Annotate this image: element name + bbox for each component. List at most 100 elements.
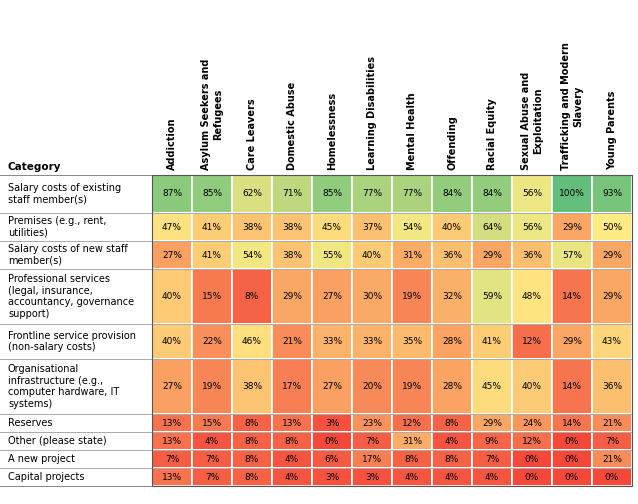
Text: 33%: 33% xyxy=(322,337,342,346)
Text: 21%: 21% xyxy=(602,455,622,464)
Text: Racial Equity: Racial Equity xyxy=(487,98,497,170)
Bar xyxy=(192,324,232,359)
Bar xyxy=(352,468,392,486)
Bar xyxy=(152,432,192,450)
Text: 54%: 54% xyxy=(242,250,262,260)
Text: 41%: 41% xyxy=(482,337,502,346)
Bar xyxy=(312,324,352,359)
Bar xyxy=(192,269,232,324)
Text: 8%: 8% xyxy=(245,418,259,427)
Text: 19%: 19% xyxy=(402,292,422,301)
Bar xyxy=(432,269,472,324)
Bar xyxy=(592,241,632,269)
Text: 4%: 4% xyxy=(445,436,459,446)
Text: 14%: 14% xyxy=(562,418,582,427)
Text: 4%: 4% xyxy=(485,473,499,481)
Text: 40%: 40% xyxy=(522,382,542,391)
Bar xyxy=(192,241,232,269)
Bar xyxy=(432,414,472,432)
Text: 0%: 0% xyxy=(565,455,579,464)
Bar xyxy=(592,324,632,359)
Bar xyxy=(312,432,352,450)
Bar xyxy=(592,432,632,450)
Text: Homelessness: Homelessness xyxy=(327,92,337,170)
Bar xyxy=(312,213,352,241)
Text: 56%: 56% xyxy=(522,222,542,231)
Text: 0%: 0% xyxy=(325,436,339,446)
Bar xyxy=(592,269,632,324)
Text: 20%: 20% xyxy=(362,382,382,391)
Text: Other (please state): Other (please state) xyxy=(8,436,107,446)
Bar xyxy=(192,175,232,213)
Text: 13%: 13% xyxy=(162,473,182,481)
Text: 46%: 46% xyxy=(242,337,262,346)
Text: 62%: 62% xyxy=(242,190,262,199)
Bar xyxy=(592,414,632,432)
Text: 0%: 0% xyxy=(525,455,539,464)
Text: 8%: 8% xyxy=(445,455,459,464)
Bar xyxy=(392,432,432,450)
Bar xyxy=(432,175,472,213)
Text: 7%: 7% xyxy=(205,473,219,481)
Text: 29%: 29% xyxy=(282,292,302,301)
Text: 19%: 19% xyxy=(202,382,222,391)
Bar xyxy=(312,450,352,468)
Bar xyxy=(152,213,192,241)
Bar xyxy=(512,213,552,241)
Text: 36%: 36% xyxy=(522,250,542,260)
Bar xyxy=(432,324,472,359)
Bar xyxy=(512,432,552,450)
Text: 84%: 84% xyxy=(442,190,462,199)
Bar xyxy=(352,359,392,414)
Text: 23%: 23% xyxy=(362,418,382,427)
Text: 43%: 43% xyxy=(602,337,622,346)
Bar xyxy=(512,324,552,359)
Bar xyxy=(272,450,312,468)
Text: 29%: 29% xyxy=(562,222,582,231)
Text: 14%: 14% xyxy=(562,292,582,301)
Bar xyxy=(432,450,472,468)
Text: Domestic Abuse: Domestic Abuse xyxy=(287,82,297,170)
Bar xyxy=(232,175,272,213)
Text: 32%: 32% xyxy=(442,292,462,301)
Text: 54%: 54% xyxy=(402,222,422,231)
Text: Salary costs of existing
staff member(s): Salary costs of existing staff member(s) xyxy=(8,183,121,205)
Text: 48%: 48% xyxy=(522,292,542,301)
Bar xyxy=(192,414,232,432)
Bar xyxy=(272,269,312,324)
Bar xyxy=(392,213,432,241)
Text: 77%: 77% xyxy=(402,190,422,199)
Bar xyxy=(552,359,592,414)
Bar xyxy=(152,359,192,414)
Bar xyxy=(272,175,312,213)
Bar xyxy=(432,468,472,486)
Text: 56%: 56% xyxy=(522,190,542,199)
Bar xyxy=(472,175,512,213)
Text: 4%: 4% xyxy=(205,436,219,446)
Text: 7%: 7% xyxy=(605,436,619,446)
Bar xyxy=(592,213,632,241)
Text: 29%: 29% xyxy=(482,418,502,427)
Text: 57%: 57% xyxy=(562,250,582,260)
Text: Salary costs of new staff
member(s): Salary costs of new staff member(s) xyxy=(8,244,128,266)
Text: 41%: 41% xyxy=(202,222,222,231)
Text: A new project: A new project xyxy=(8,454,75,464)
Text: 8%: 8% xyxy=(245,292,259,301)
Text: 4%: 4% xyxy=(285,455,299,464)
Bar xyxy=(312,468,352,486)
Bar xyxy=(472,324,512,359)
Bar xyxy=(312,175,352,213)
Text: 6%: 6% xyxy=(325,455,339,464)
Bar xyxy=(312,269,352,324)
Text: 38%: 38% xyxy=(242,222,262,231)
Text: 37%: 37% xyxy=(362,222,382,231)
Bar xyxy=(152,324,192,359)
Bar xyxy=(152,468,192,486)
Bar xyxy=(432,213,472,241)
Bar xyxy=(352,450,392,468)
Bar xyxy=(352,414,392,432)
Text: 40%: 40% xyxy=(162,292,182,301)
Text: 19%: 19% xyxy=(402,382,422,391)
Text: 40%: 40% xyxy=(362,250,382,260)
Bar xyxy=(232,359,272,414)
